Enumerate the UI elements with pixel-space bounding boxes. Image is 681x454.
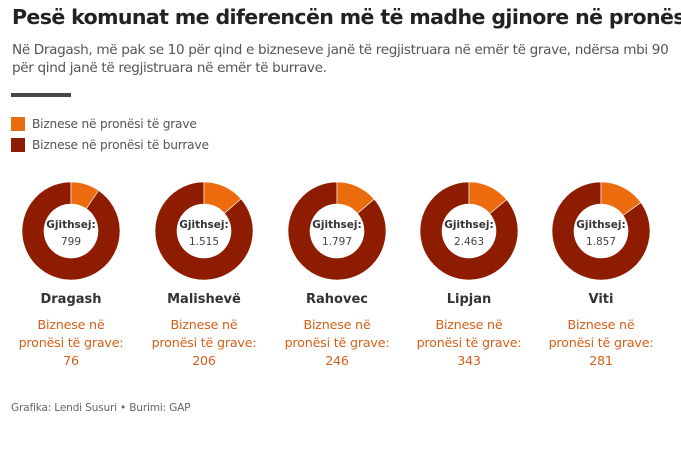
municipality-name: Lipjan <box>446 292 492 307</box>
source-credit: Grafika: Lendi Susuri • Burimi: GAP <box>11 402 191 414</box>
women-label-line2: pronësi të grave: <box>416 335 522 350</box>
slice-women-dragash <box>70 181 99 210</box>
municipality-info-viti: Viti Biznese në pronësi të grave: 281 <box>536 290 666 370</box>
slice-men-lipjan <box>419 181 519 281</box>
municipality-name: Rahovec <box>306 292 368 307</box>
women-value: 246 <box>325 353 349 368</box>
women-value: 343 <box>457 353 481 368</box>
municipality-info-lipjan: Lipjan Biznese në pronësi të grave: 343 <box>404 290 534 370</box>
center-label-rahovec: Gjithsej: <box>312 219 361 231</box>
slice-women-viti <box>600 181 642 216</box>
legend-label-women: Biznese në pronësi të grave <box>32 116 197 131</box>
total-value-viti: 1.857 <box>586 236 616 248</box>
total-value-rahovec: 1.797 <box>322 236 352 248</box>
center-label-malishev: Gjithsej: <box>179 219 228 231</box>
slice-men-dragash <box>21 181 121 281</box>
women-owned-count: Biznese në pronësi të grave: 246 <box>272 316 402 370</box>
municipality-name: Malishevë <box>167 292 241 307</box>
slice-men-malishev <box>154 181 254 281</box>
slice-men-viti <box>551 181 651 281</box>
total-value-malishev: 1.515 <box>189 236 219 248</box>
women-label-line2: pronësi të grave: <box>548 335 654 350</box>
total-value-lipjan: 2.463 <box>454 236 484 248</box>
donut-lipjan: Gjithsej: 2.463 <box>419 181 519 281</box>
women-owned-count: Biznese në pronësi të grave: 76 <box>6 316 136 370</box>
women-label-line2: pronësi të grave: <box>284 335 390 350</box>
legend-item-women: Biznese në pronësi të grave <box>11 113 209 134</box>
total-value-dragash: 799 <box>61 236 81 248</box>
legend-swatch-women <box>11 116 25 131</box>
chart-subtitle: Në Dragash, më pak se 10 për qind e bizn… <box>12 42 669 76</box>
municipality-info-dragash: Dragash Biznese në pronësi të grave: 76 <box>6 290 136 370</box>
donut-malishev: Gjithsej: 1.515 <box>154 181 254 281</box>
slice-women-rahovec <box>336 181 375 214</box>
legend-label-men: Biznese në pronësi të burrave <box>32 137 209 152</box>
women-label-line2: pronësi të grave: <box>18 335 124 350</box>
women-label-line1: Biznese në <box>435 317 503 332</box>
legend-swatch-men <box>11 137 25 152</box>
donut-rahovec: Gjithsej: 1.797 <box>287 181 387 281</box>
municipality-info-malishev: Malishevë Biznese në pronësi të grave: 206 <box>139 290 269 370</box>
title-divider <box>11 93 71 97</box>
donut-viti: Gjithsej: 1.857 <box>551 181 651 281</box>
women-label-line1: Biznese në <box>567 317 635 332</box>
center-label-viti: Gjithsej: <box>576 219 625 231</box>
slice-women-malishev <box>203 181 242 214</box>
center-label-lipjan: Gjithsej: <box>444 219 493 231</box>
women-label-line2: pronësi të grave: <box>151 335 257 350</box>
donut-dragash: Gjithsej: 799 <box>21 181 121 281</box>
women-owned-count: Biznese në pronësi të grave: 281 <box>536 316 666 370</box>
women-label-line1: Biznese në <box>37 317 105 332</box>
legend: Biznese në pronësi të grave Biznese në p… <box>11 113 209 155</box>
women-label-line1: Biznese në <box>170 317 238 332</box>
center-label-dragash: Gjithsej: <box>46 219 95 231</box>
municipality-name: Viti <box>588 292 614 307</box>
women-value: 206 <box>192 353 216 368</box>
women-owned-count: Biznese në pronësi të grave: 343 <box>404 316 534 370</box>
slice-women-lipjan <box>468 181 508 215</box>
donut-charts: Gjithsej: 799 Gjithsej: 1.515 Gjithsej: 1.797… <box>21 181 651 281</box>
women-value: 281 <box>589 353 613 368</box>
chart-title: Pesë komunat me diferencën më të madhe g… <box>12 5 681 29</box>
women-value: 76 <box>63 353 79 368</box>
municipality-info-rahovec: Rahovec Biznese në pronësi të grave: 246 <box>272 290 402 370</box>
municipality-name: Dragash <box>40 292 102 307</box>
legend-item-men: Biznese në pronësi të burrave <box>11 134 209 155</box>
women-label-line1: Biznese në <box>303 317 371 332</box>
slice-men-rahovec <box>287 181 387 281</box>
women-owned-count: Biznese në pronësi të grave: 206 <box>139 316 269 370</box>
